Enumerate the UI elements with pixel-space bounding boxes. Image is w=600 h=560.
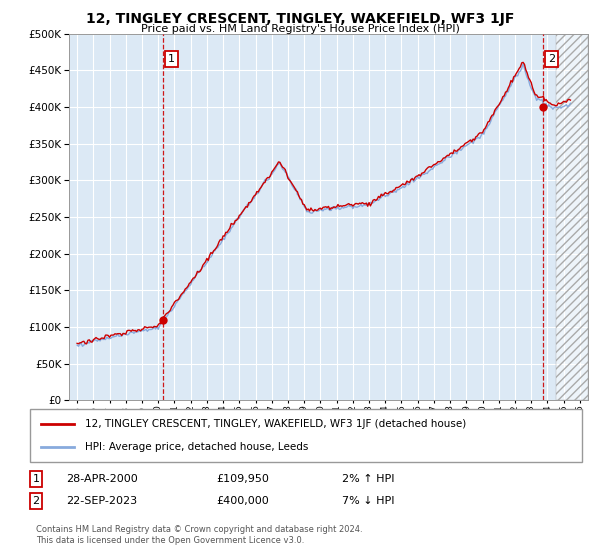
Text: 2: 2: [548, 54, 555, 64]
FancyBboxPatch shape: [30, 409, 582, 462]
Text: Price paid vs. HM Land Registry's House Price Index (HPI): Price paid vs. HM Land Registry's House …: [140, 24, 460, 34]
Bar: [556, 34, 588, 400]
Text: 7% ↓ HPI: 7% ↓ HPI: [342, 496, 395, 506]
Text: HPI: Average price, detached house, Leeds: HPI: Average price, detached house, Leed…: [85, 442, 308, 452]
Text: 1: 1: [168, 54, 175, 64]
Text: 1: 1: [32, 474, 40, 484]
Bar: [556, 34, 588, 400]
Text: 12, TINGLEY CRESCENT, TINGLEY, WAKEFIELD, WF3 1JF: 12, TINGLEY CRESCENT, TINGLEY, WAKEFIELD…: [86, 12, 514, 26]
Text: 22-SEP-2023: 22-SEP-2023: [66, 496, 137, 506]
Text: 28-APR-2000: 28-APR-2000: [66, 474, 138, 484]
Text: 2% ↑ HPI: 2% ↑ HPI: [342, 474, 395, 484]
Text: £400,000: £400,000: [216, 496, 269, 506]
Text: £109,950: £109,950: [216, 474, 269, 484]
Text: 12, TINGLEY CRESCENT, TINGLEY, WAKEFIELD, WF3 1JF (detached house): 12, TINGLEY CRESCENT, TINGLEY, WAKEFIELD…: [85, 419, 466, 429]
Text: Contains HM Land Registry data © Crown copyright and database right 2024.
This d: Contains HM Land Registry data © Crown c…: [36, 525, 362, 545]
Text: 2: 2: [32, 496, 40, 506]
